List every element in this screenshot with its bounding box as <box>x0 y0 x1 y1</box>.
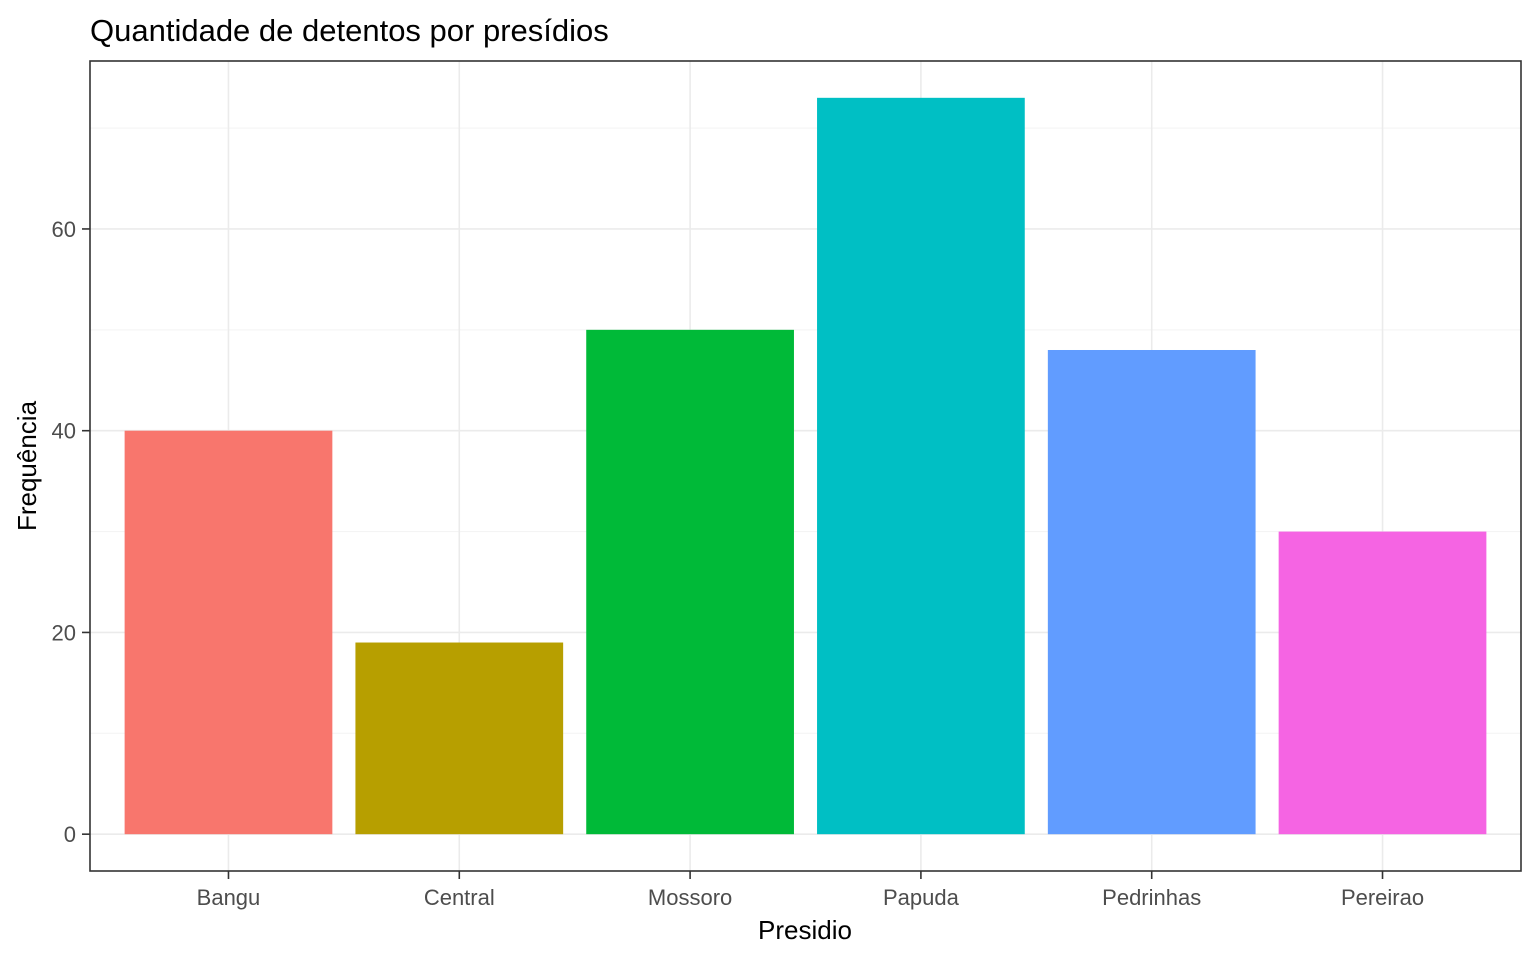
bar-bangu <box>124 430 333 835</box>
x-tick-label-pereirao: Pereirao <box>1341 885 1424 910</box>
bar-mossoro <box>586 329 794 835</box>
x-tick-label-central: Central <box>424 885 495 910</box>
y-tick-label: 0 <box>64 822 76 847</box>
x-tick-label-papuda: Papuda <box>883 885 960 910</box>
bar-central <box>355 642 564 835</box>
chart-title: Quantidade de detentos por presídios <box>90 13 609 48</box>
bar-papuda <box>817 97 1025 835</box>
plot-panel-border <box>89 60 1522 872</box>
y-tick-label: 20 <box>52 620 76 645</box>
y-tick-label: 60 <box>52 217 76 242</box>
bars <box>124 97 1487 835</box>
y-axis-title: Frequência <box>12 400 42 531</box>
x-tick-labels: Bangu Central Mossoro Papuda Pedrinhas Pereir… <box>197 885 1424 910</box>
x-axis-title: Presidio <box>758 915 852 945</box>
x-tick-label-pedrinhas: Pedrinhas <box>1102 885 1201 910</box>
bar-pereirao <box>1278 531 1487 835</box>
bar-pedrinhas <box>1047 349 1256 835</box>
x-tick-label-bangu: Bangu <box>197 885 261 910</box>
x-tick-label-mossoro: Mossoro <box>648 885 732 910</box>
y-tick-label: 40 <box>52 419 76 444</box>
axis-ticks <box>82 228 1384 879</box>
y-tick-labels: 0 20 40 60 <box>52 217 76 847</box>
